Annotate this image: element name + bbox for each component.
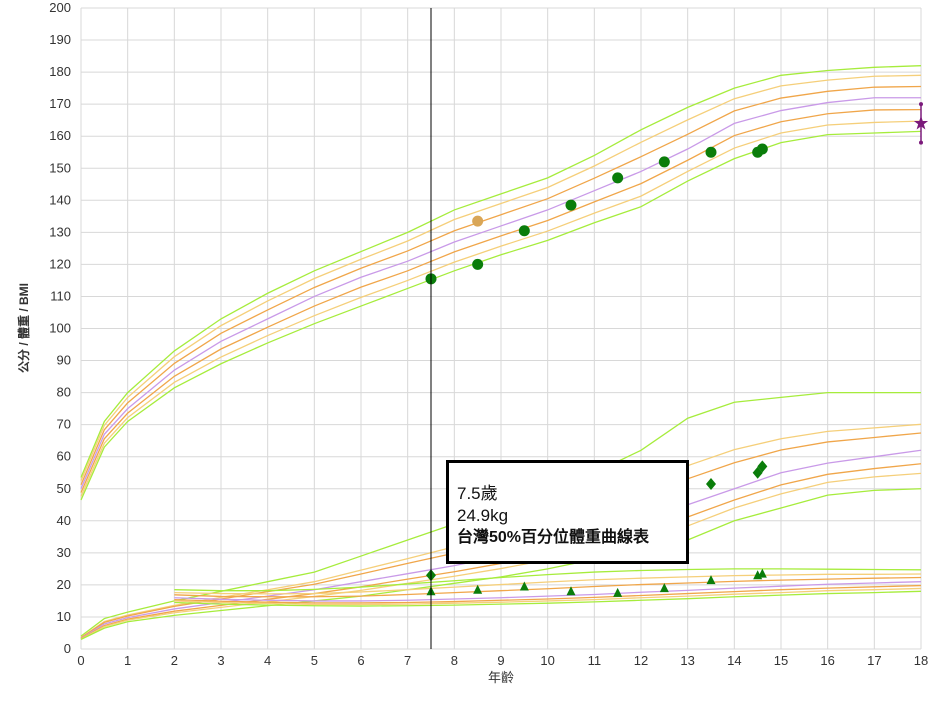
y-tick-label: 180: [49, 64, 71, 79]
y-tick-label: 150: [49, 160, 71, 175]
tooltip: 7.5歲 24.9kg 台灣50%百分位體重曲線表: [446, 460, 689, 564]
percentile-line: [80, 108, 922, 493]
x-tick-label: 2: [171, 653, 178, 668]
y-tick-label: 30: [57, 545, 71, 560]
point: [913, 115, 929, 130]
y-tick-label: 160: [49, 128, 71, 143]
point: [613, 587, 623, 597]
point: [706, 477, 716, 490]
error-cap: [919, 102, 923, 107]
y-axis-label: 公分 / 體重 / BMI: [16, 283, 31, 373]
tooltip-source: 台灣50%百分位體重曲線表: [457, 529, 650, 546]
percentile-line: [80, 65, 922, 478]
percentile-line: [174, 581, 922, 602]
point: [756, 143, 768, 155]
x-tick-label: 16: [820, 653, 834, 668]
point: [518, 225, 530, 237]
x-tick-label: 17: [867, 653, 881, 668]
y-tick-label: 190: [49, 32, 71, 47]
point: [659, 583, 669, 593]
y-tick-label: 10: [57, 609, 71, 624]
y-tick-label: 60: [57, 449, 71, 464]
tooltip-age: 7.5歲: [457, 484, 498, 503]
y-tick-label: 200: [49, 0, 71, 15]
y-tick-label: 40: [57, 513, 71, 528]
x-tick-label: 9: [497, 653, 504, 668]
x-axis-label: 年齡: [488, 670, 514, 685]
point: [658, 156, 670, 168]
y-tick-label: 0: [64, 641, 71, 656]
point: [752, 466, 763, 479]
x-tick-label: 1: [124, 653, 131, 668]
x-tick-label: 8: [451, 653, 458, 668]
point: [757, 568, 767, 578]
percentile-line: [80, 463, 922, 640]
percentile-line: [80, 120, 922, 497]
x-tick-label: 4: [264, 653, 271, 668]
point: [472, 258, 484, 270]
point: [472, 215, 484, 227]
y-tick-label: 120: [49, 256, 71, 271]
x-tick-label: 5: [311, 653, 318, 668]
point: [473, 584, 483, 594]
point: [566, 586, 576, 596]
y-tick-label: 70: [57, 417, 71, 432]
x-tick-label: 12: [634, 653, 648, 668]
y-tick-label: 90: [57, 353, 71, 368]
y-tick-label: 50: [57, 481, 71, 496]
percentile-line: [174, 568, 922, 592]
x-tick-label: 3: [217, 653, 224, 668]
percentile-line: [174, 576, 922, 598]
x-tick-label: 18: [914, 653, 928, 668]
tooltip-weight: 24.9kg: [457, 506, 509, 525]
y-tick-label: 100: [49, 321, 71, 336]
error-cap: [919, 140, 923, 145]
x-tick-label: 13: [680, 653, 694, 668]
percentile-line: [174, 584, 922, 604]
x-tick-label: 10: [540, 653, 554, 668]
percentile-line: [80, 97, 921, 490]
y-tick-label: 20: [57, 577, 71, 592]
point: [705, 146, 717, 158]
point: [706, 575, 716, 585]
x-tick-label: 11: [588, 653, 602, 668]
percentile-line: [80, 74, 922, 481]
x-tick-label: 15: [774, 653, 788, 668]
y-tick-label: 170: [49, 96, 71, 111]
percentile-line: [174, 587, 922, 606]
y-tick-label: 140: [49, 192, 71, 207]
x-tick-label: 14: [727, 653, 741, 668]
percentile-line: [174, 573, 922, 595]
x-tick-label: 7: [404, 653, 411, 668]
x-tick-label: 0: [77, 653, 84, 668]
point: [612, 172, 624, 184]
y-tick-label: 110: [50, 288, 71, 303]
percentile-line: [80, 472, 922, 640]
x-tick-label: 6: [357, 653, 364, 668]
point: [565, 199, 577, 211]
percentile-line: [174, 590, 922, 607]
percentile-line: [80, 488, 922, 640]
y-tick-label: 130: [49, 224, 71, 239]
point: [757, 460, 768, 473]
point: [519, 581, 529, 591]
y-tick-label: 80: [57, 385, 71, 400]
